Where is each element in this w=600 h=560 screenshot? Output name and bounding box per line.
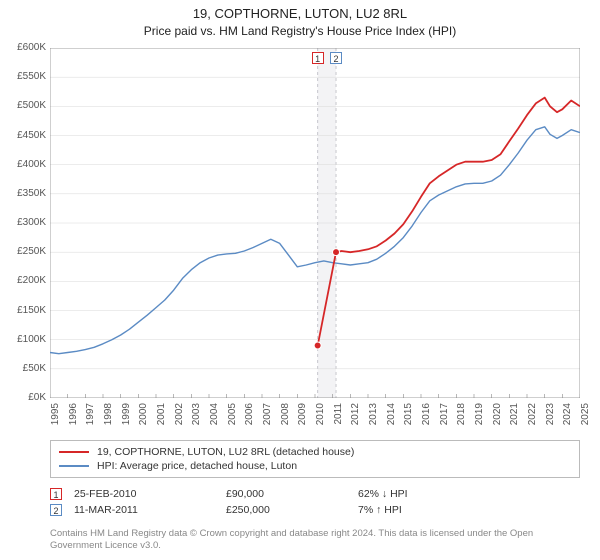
- x-tick-label: 1998: [103, 403, 114, 443]
- x-tick-label: 2011: [333, 403, 344, 443]
- chart-marker-label: 2: [330, 52, 342, 64]
- legend-row: HPI: Average price, detached house, Luto…: [59, 459, 571, 473]
- x-tick-label: 2000: [138, 403, 149, 443]
- x-tick-label: 2007: [262, 403, 273, 443]
- y-tick-label: £450K: [2, 130, 46, 141]
- chart-area: [50, 48, 580, 398]
- y-tick-label: £300K: [2, 217, 46, 228]
- x-tick-label: 2016: [421, 403, 432, 443]
- y-tick-label: £0K: [2, 392, 46, 403]
- x-tick-label: 2013: [368, 403, 379, 443]
- x-tick-label: 2018: [456, 403, 467, 443]
- x-tick-label: 2022: [527, 403, 538, 443]
- x-tick-label: 2020: [492, 403, 503, 443]
- txn-hpi-note: 62% ↓ HPI: [358, 488, 498, 500]
- y-tick-label: £50K: [2, 363, 46, 374]
- x-tick-label: 2025: [580, 403, 591, 443]
- txn-price: £250,000: [226, 504, 346, 516]
- x-tick-label: 2021: [509, 403, 520, 443]
- y-tick-label: £500K: [2, 100, 46, 111]
- x-tick-label: 2001: [156, 403, 167, 443]
- y-tick-label: £400K: [2, 159, 46, 170]
- x-tick-label: 1995: [50, 403, 61, 443]
- table-row: 1 25-FEB-2010 £90,000 62% ↓ HPI: [50, 486, 580, 502]
- title-subtitle: Price paid vs. HM Land Registry's House …: [0, 24, 600, 38]
- y-tick-label: £200K: [2, 275, 46, 286]
- legend-box: 19, COPTHORNE, LUTON, LU2 8RL (detached …: [50, 440, 580, 478]
- txn-price: £90,000: [226, 488, 346, 500]
- chart-svg: [50, 48, 580, 398]
- legend-label: HPI: Average price, detached house, Luto…: [97, 460, 297, 472]
- y-tick-label: £250K: [2, 246, 46, 257]
- legend-label: 19, COPTHORNE, LUTON, LU2 8RL (detached …: [97, 446, 354, 458]
- txn-hpi-note: 7% ↑ HPI: [358, 504, 498, 516]
- legend-row: 19, COPTHORNE, LUTON, LU2 8RL (detached …: [59, 445, 571, 459]
- x-tick-label: 2002: [174, 403, 185, 443]
- y-tick-label: £100K: [2, 334, 46, 345]
- x-tick-label: 2014: [386, 403, 397, 443]
- x-tick-label: 2004: [209, 403, 220, 443]
- marker-icon: 1: [50, 488, 62, 500]
- x-tick-label: 2006: [244, 403, 255, 443]
- chart-marker-label: 1: [312, 52, 324, 64]
- y-tick-label: £350K: [2, 188, 46, 199]
- legend-swatch: [59, 451, 89, 453]
- x-tick-label: 2003: [191, 403, 202, 443]
- x-tick-label: 2009: [297, 403, 308, 443]
- x-tick-label: 2010: [315, 403, 326, 443]
- x-tick-label: 2005: [227, 403, 238, 443]
- y-tick-label: £150K: [2, 305, 46, 316]
- x-tick-label: 2017: [439, 403, 450, 443]
- txn-date: 25-FEB-2010: [74, 488, 214, 500]
- title-address: 19, COPTHORNE, LUTON, LU2 8RL: [0, 6, 600, 21]
- txn-date: 11-MAR-2011: [74, 504, 214, 516]
- x-tick-label: 1999: [121, 403, 132, 443]
- transactions-table: 1 25-FEB-2010 £90,000 62% ↓ HPI 2 11-MAR…: [50, 486, 580, 518]
- page-root: 19, COPTHORNE, LUTON, LU2 8RL Price paid…: [0, 0, 600, 560]
- x-tick-label: 2024: [562, 403, 573, 443]
- y-tick-label: £550K: [2, 71, 46, 82]
- x-tick-label: 2015: [403, 403, 414, 443]
- x-tick-label: 2008: [280, 403, 291, 443]
- x-tick-label: 2023: [545, 403, 556, 443]
- x-tick-label: 2019: [474, 403, 485, 443]
- x-tick-label: 1996: [68, 403, 79, 443]
- y-tick-label: £600K: [2, 42, 46, 53]
- marker-icon: 2: [50, 504, 62, 516]
- attribution-text: Contains HM Land Registry data © Crown c…: [50, 528, 570, 552]
- x-tick-label: 2012: [350, 403, 361, 443]
- legend-swatch: [59, 465, 89, 467]
- table-row: 2 11-MAR-2011 £250,000 7% ↑ HPI: [50, 502, 580, 518]
- x-tick-label: 1997: [85, 403, 96, 443]
